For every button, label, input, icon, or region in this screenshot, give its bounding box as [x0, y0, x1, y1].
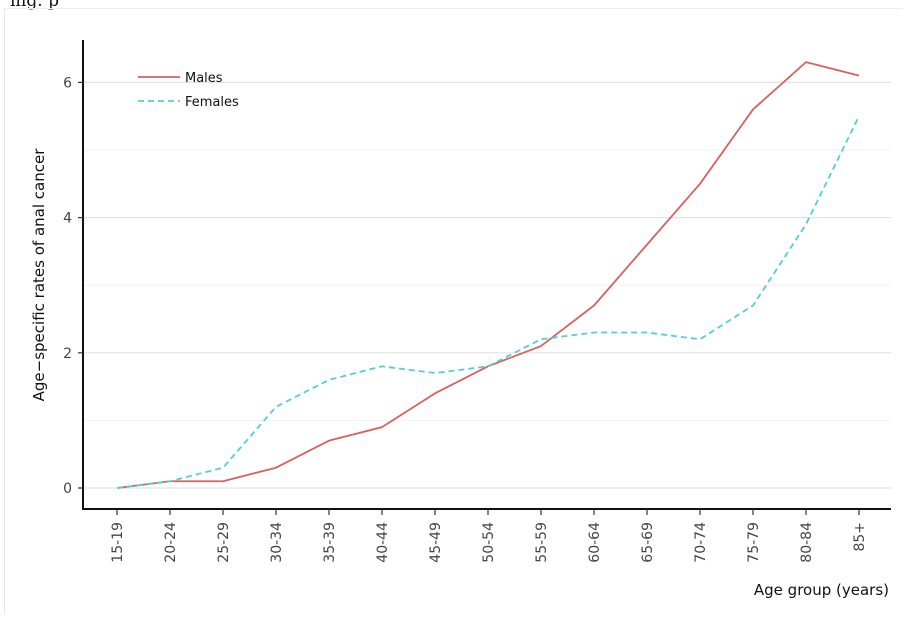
cropped-header-text: ing. p — [0, 0, 909, 10]
y-tick-label: 2 — [63, 346, 72, 362]
axes — [82, 40, 891, 510]
x-tick-label: 70-74 — [693, 522, 709, 563]
x-axis-title: Age group (years) — [754, 581, 889, 599]
x-tick-label: 60-64 — [587, 522, 603, 563]
y-axis-title: Age−specific rates of anal cancer — [30, 148, 48, 402]
x-tick-label: 35-39 — [322, 522, 338, 563]
y-ticks: 0 2 4 6 — [63, 75, 83, 497]
x-tick-label: 75-79 — [746, 522, 762, 563]
grid-lines — [84, 81, 891, 489]
x-tick-label: 65-69 — [640, 522, 656, 563]
series-line-males — [116, 61, 860, 489]
x-tick-label: 85+ — [852, 522, 868, 552]
x-tick-label: 20-24 — [163, 522, 179, 563]
x-tick-label: 15-19 — [110, 522, 126, 563]
x-ticks: 15-19 20-24 25-29 30-34 35-39 40-44 45-49 50-54… — [110, 509, 868, 563]
y-tick-label: 4 — [63, 211, 72, 227]
x-tick-label: 40-44 — [375, 522, 391, 563]
header-fragment: ing. p — [10, 0, 59, 10]
x-tick-label: 30-34 — [269, 522, 285, 563]
figure-frame — [4, 8, 903, 614]
series-lines — [116, 61, 860, 489]
y-tick-label: 6 — [63, 75, 72, 91]
x-tick-label: 25-29 — [216, 522, 232, 563]
y-tick-label: 0 — [63, 481, 72, 497]
x-tick-label: 80-84 — [799, 522, 815, 563]
series-line-females — [116, 115, 860, 489]
legend-label-females: Females — [185, 95, 239, 110]
x-tick-label: 45-49 — [428, 522, 444, 563]
legend: Males Females — [138, 71, 239, 110]
x-tick-label: 50-54 — [481, 522, 497, 563]
x-tick-label: 55-59 — [534, 522, 550, 563]
legend-label-males: Males — [185, 71, 223, 86]
